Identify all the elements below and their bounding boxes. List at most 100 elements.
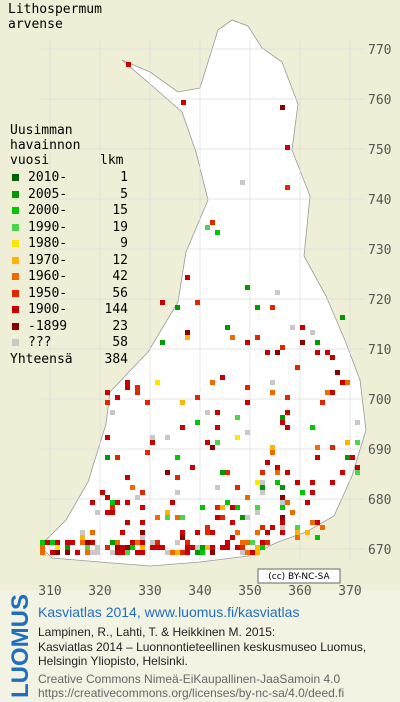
observation-square xyxy=(330,390,335,395)
observation-square xyxy=(350,455,355,460)
observation-square xyxy=(105,400,110,405)
observation-square xyxy=(125,545,130,550)
y-coordinate-label: 740 xyxy=(368,193,391,208)
observation-square xyxy=(115,545,120,550)
observation-square xyxy=(70,540,75,545)
observation-square xyxy=(110,410,115,415)
observation-square xyxy=(330,355,335,360)
observation-square xyxy=(90,550,95,555)
observation-square xyxy=(75,550,80,555)
observation-square xyxy=(275,465,280,470)
observation-square xyxy=(310,520,315,525)
observation-square xyxy=(285,145,290,150)
observation-square xyxy=(270,305,275,310)
observation-square xyxy=(175,490,180,495)
observation-square xyxy=(175,305,180,310)
observation-square xyxy=(130,540,135,545)
x-coordinate-label: 370 xyxy=(338,584,361,599)
y-coordinate-label: 730 xyxy=(368,243,391,258)
observation-square xyxy=(230,520,235,525)
observation-square xyxy=(105,390,110,395)
observation-square xyxy=(175,475,180,480)
legend-label: 1960- xyxy=(28,269,68,284)
observation-square xyxy=(310,330,315,335)
observation-square xyxy=(295,530,300,535)
x-coordinate-label: 340 xyxy=(188,584,211,599)
observation-square xyxy=(185,275,190,280)
observation-square xyxy=(280,530,285,535)
observation-square xyxy=(295,525,300,530)
observation-square xyxy=(270,450,275,455)
observation-square xyxy=(310,490,315,495)
observation-square xyxy=(85,545,90,550)
observation-square xyxy=(175,515,180,520)
observation-square xyxy=(215,485,220,490)
observation-square xyxy=(280,500,285,505)
observations xyxy=(40,62,360,555)
observation-square xyxy=(175,540,180,545)
citation-line: Lampinen, R., Lahti, T. & Heikkinen M. 2… xyxy=(38,625,276,639)
legend-label: 1990- xyxy=(28,219,68,235)
observation-square xyxy=(300,490,305,495)
total-count: 384 xyxy=(104,351,128,367)
observation-square xyxy=(225,325,230,330)
observation-square xyxy=(320,525,325,530)
observation-square xyxy=(230,335,235,340)
observation-square xyxy=(285,185,290,190)
y-coordinate-label: 690 xyxy=(368,443,391,458)
observation-square xyxy=(185,545,190,550)
license-badge: (cc) BY-NC-SA xyxy=(268,572,330,582)
observation-square xyxy=(325,350,330,355)
legend-count: 1 xyxy=(120,170,128,185)
observation-square xyxy=(120,545,125,550)
observation-square xyxy=(295,365,300,370)
observation-square xyxy=(215,425,220,430)
observation-square xyxy=(310,480,315,485)
license-badge-box xyxy=(257,568,341,584)
observation-square xyxy=(245,430,250,435)
legend-swatch xyxy=(12,223,19,231)
observation-square xyxy=(305,500,310,505)
observation-square xyxy=(255,480,260,485)
observation-square xyxy=(285,410,290,415)
observation-square xyxy=(190,545,195,550)
observation-square xyxy=(230,505,235,510)
observation-square xyxy=(95,545,100,550)
observation-square xyxy=(50,550,55,555)
observation-square xyxy=(125,550,130,555)
observation-square xyxy=(180,400,185,405)
observation-square xyxy=(65,550,70,555)
observation-square xyxy=(355,440,360,445)
observation-square xyxy=(160,340,165,345)
observation-square xyxy=(345,380,350,385)
y-coordinate-label: 710 xyxy=(368,343,391,358)
observation-square xyxy=(245,385,250,390)
observation-square xyxy=(255,530,260,535)
y-coordinate-label: 750 xyxy=(368,143,391,158)
y-coordinate-label: 720 xyxy=(368,293,391,308)
observation-square xyxy=(210,220,215,225)
observation-square xyxy=(315,535,320,540)
observation-square xyxy=(65,540,70,545)
observation-square xyxy=(181,100,186,105)
observation-square xyxy=(260,480,265,485)
observation-square xyxy=(325,390,330,395)
observation-square xyxy=(240,545,245,550)
observation-square xyxy=(355,465,360,470)
observation-square xyxy=(125,385,130,390)
observation-square xyxy=(190,465,195,470)
observation-square xyxy=(210,530,215,535)
observation-square xyxy=(165,550,170,555)
observation-square xyxy=(135,540,140,545)
observation-square xyxy=(300,340,305,345)
observation-square xyxy=(195,300,200,305)
observation-square xyxy=(140,505,145,510)
observation-square xyxy=(140,520,145,525)
license-line: https://creativecommons.org/licenses/by-… xyxy=(38,686,345,700)
observation-square xyxy=(235,545,240,550)
observation-square xyxy=(255,545,260,550)
observation-square xyxy=(135,390,140,395)
observation-square xyxy=(140,550,145,555)
observation-square xyxy=(250,540,255,545)
